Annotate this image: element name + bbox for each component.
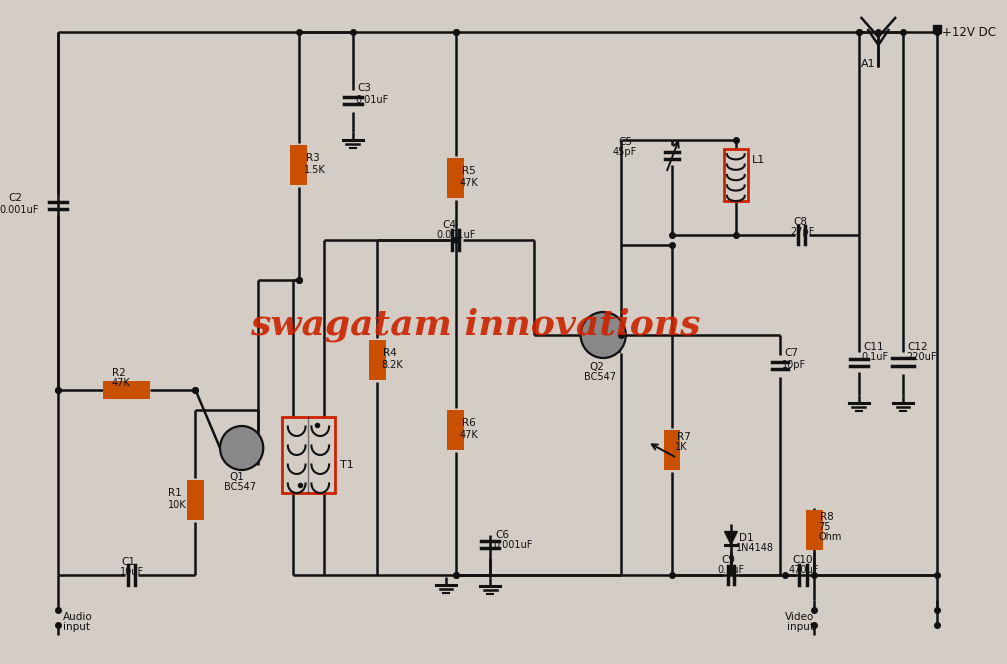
Text: D1: D1 [739, 533, 753, 543]
Text: 75: 75 [819, 522, 831, 532]
Text: 10pF: 10pF [782, 360, 807, 370]
Bar [664, 430, 681, 470]
Text: swagatam innovations: swagatam innovations [251, 307, 701, 342]
Text: Audio: Audio [62, 612, 93, 622]
Text: 10uF: 10uF [120, 567, 144, 577]
Text: C3: C3 [357, 83, 372, 93]
Bar [282, 417, 335, 493]
Text: 10K: 10K [168, 500, 186, 510]
Polygon shape [725, 531, 737, 544]
Text: 0.001uF: 0.001uF [0, 205, 38, 215]
Circle shape [581, 312, 625, 358]
Text: C7: C7 [784, 348, 798, 358]
Text: input: input [786, 622, 814, 632]
Text: 0.1uF: 0.1uF [717, 565, 744, 575]
Text: L1: L1 [751, 155, 765, 165]
Text: 220uF: 220uF [906, 352, 937, 362]
Text: 0.001uF: 0.001uF [493, 540, 533, 550]
Bar [187, 480, 203, 520]
Text: 27pF: 27pF [789, 227, 815, 237]
Text: 0.1uF: 0.1uF [862, 352, 889, 362]
Text: C8: C8 [794, 217, 808, 227]
Text: C6: C6 [495, 530, 510, 540]
Bar [103, 381, 150, 399]
Text: 47K: 47K [460, 178, 478, 188]
Text: +12V DC: +12V DC [943, 26, 996, 39]
Circle shape [221, 426, 263, 470]
Text: BC547: BC547 [224, 482, 256, 492]
Text: 8.2K: 8.2K [382, 360, 403, 370]
Text: 1K: 1K [675, 442, 688, 452]
Text: A1: A1 [861, 59, 875, 69]
Text: 0.001uF: 0.001uF [436, 230, 475, 240]
Text: C11: C11 [864, 342, 884, 352]
Bar [290, 145, 307, 185]
Text: C2: C2 [9, 193, 23, 203]
Text: C12: C12 [908, 342, 928, 352]
Text: 47K: 47K [112, 378, 131, 388]
Text: T1: T1 [340, 460, 353, 470]
Text: C10: C10 [793, 555, 814, 565]
Text: input: input [62, 622, 90, 632]
Text: C1: C1 [122, 557, 136, 567]
Text: R3: R3 [306, 153, 320, 163]
Text: C5: C5 [618, 137, 632, 147]
Text: R8: R8 [821, 512, 834, 522]
Text: R6: R6 [462, 418, 475, 428]
Text: Q2: Q2 [589, 362, 604, 372]
Text: Video: Video [785, 612, 815, 622]
Text: C9: C9 [721, 555, 735, 565]
Text: 0.01uF: 0.01uF [355, 95, 389, 105]
Text: C4: C4 [442, 220, 456, 230]
Text: R2: R2 [112, 368, 126, 378]
Text: Q1: Q1 [230, 472, 245, 482]
Bar [369, 340, 386, 380]
Bar [447, 410, 464, 450]
Text: 1N4148: 1N4148 [736, 543, 773, 553]
Text: 470uF: 470uF [788, 565, 820, 575]
Text: Ohm: Ohm [819, 532, 842, 542]
Text: R1: R1 [168, 488, 181, 498]
Bar [724, 149, 747, 201]
Text: BC547: BC547 [584, 372, 615, 382]
Bar [447, 158, 464, 198]
Bar [807, 510, 823, 550]
Text: 45pF: 45pF [613, 147, 637, 157]
Text: 47K: 47K [460, 430, 478, 440]
Text: R5: R5 [462, 166, 475, 176]
Text: 1.5K: 1.5K [303, 165, 325, 175]
Text: R7: R7 [677, 432, 691, 442]
Text: R4: R4 [383, 348, 397, 358]
